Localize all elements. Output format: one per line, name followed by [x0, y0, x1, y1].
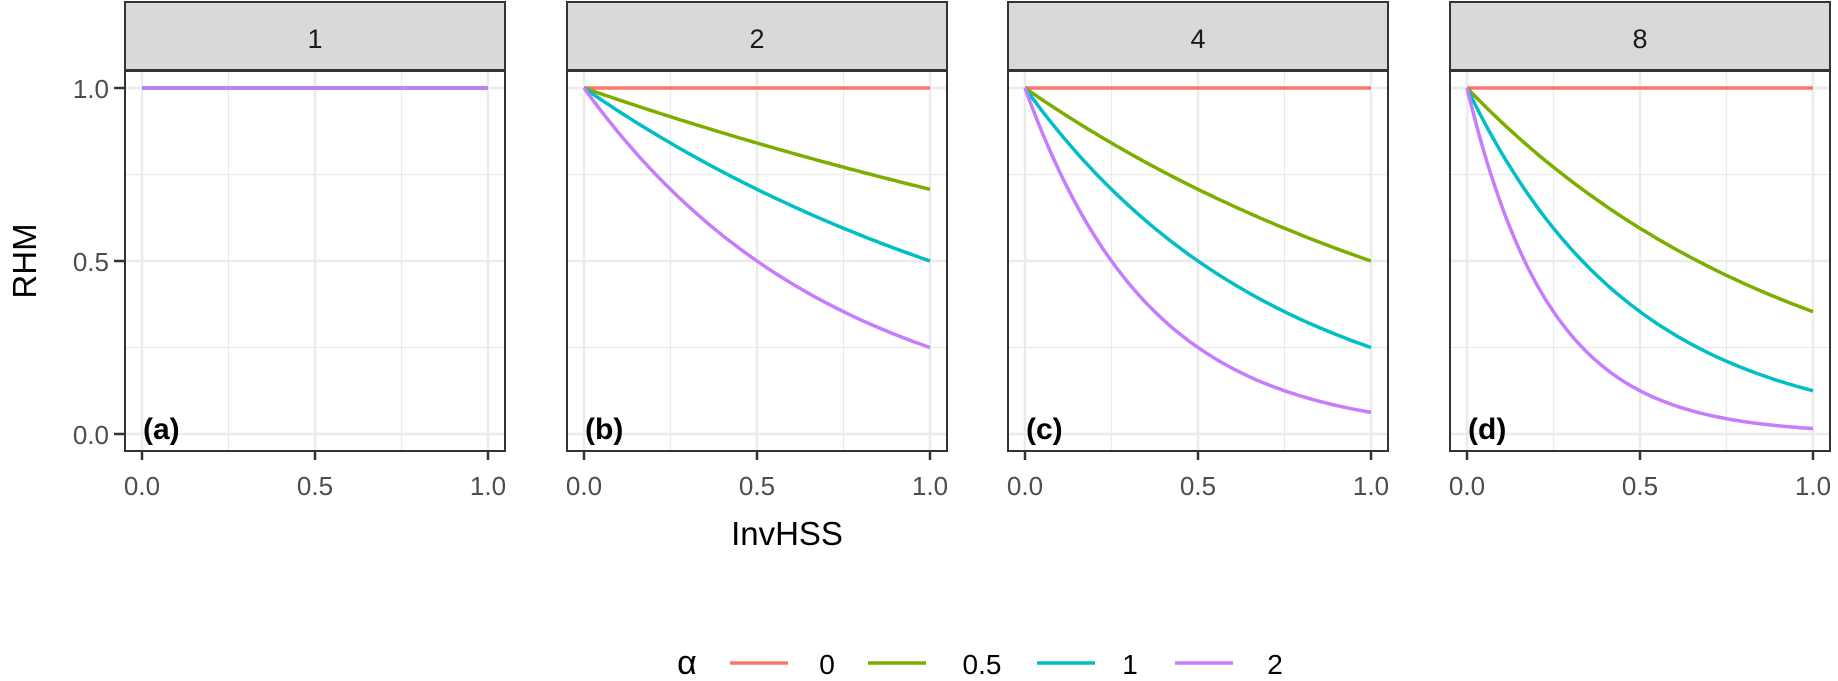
- strip-background: [1007, 1, 1389, 71]
- x-tick-label: 1.0: [912, 471, 948, 501]
- panel-8: 8 (d) 0.0 0.5 1.0: [1449, 1, 1831, 501]
- strip-background: [566, 1, 948, 71]
- legend-label: 0: [819, 649, 835, 676]
- series-line-alpha-1: [1023, 86, 1372, 350]
- strip-label: 2: [749, 24, 764, 54]
- y-axis-title: RHM: [6, 223, 43, 298]
- series-line-alpha-2: [1465, 87, 1814, 431]
- legend-title: α: [677, 644, 697, 676]
- strip-label: 4: [1190, 24, 1205, 54]
- y-tick-label: 0.5: [73, 247, 109, 277]
- y-tick-label: 0.0: [73, 420, 109, 450]
- series-line-alpha-1: [582, 86, 931, 263]
- strip-label: 1: [307, 24, 322, 54]
- x-tick-label: 0.0: [566, 471, 602, 501]
- x-tick-label: 1.0: [1353, 471, 1389, 501]
- series-line-alpha-0.5: [583, 86, 931, 192]
- series-line-alpha-2: [1023, 87, 1372, 415]
- y-tick-label: 1.0: [73, 74, 109, 104]
- panel-tag: (d): [1468, 413, 1506, 446]
- x-tick-label: 0.5: [297, 471, 333, 501]
- x-tick-label: 1.0: [470, 471, 506, 501]
- x-axis-title: InvHSS: [731, 515, 843, 552]
- panel-2: 2 (b) 0.0 0.5 1.0: [566, 1, 948, 501]
- legend-label: 2: [1267, 649, 1283, 676]
- strip-label: 8: [1632, 24, 1647, 54]
- legend-label: 1: [1122, 649, 1138, 676]
- panel-1: 1 (a) 0.0 0.5 1.0 0.0 0.5 1.0: [73, 1, 506, 501]
- panel-4: 4 (c) 0.0 0.5 1.0: [1007, 1, 1389, 501]
- panel-tag: (a): [143, 413, 180, 446]
- strip-background: [124, 1, 506, 71]
- series-line-alpha-1: [1465, 87, 1814, 393]
- legend-label: 0.5: [963, 649, 1002, 676]
- x-tick-label: 0.0: [124, 471, 160, 501]
- series-line-alpha-0.5: [1465, 86, 1814, 314]
- x-tick-label: 0.5: [1180, 471, 1216, 501]
- panel-tag: (c): [1026, 413, 1063, 446]
- x-tick-label: 0.0: [1007, 471, 1043, 501]
- panel-tag: (b): [585, 413, 623, 446]
- x-tick-label: 0.0: [1449, 471, 1485, 501]
- x-tick-label: 0.5: [739, 471, 775, 501]
- series-line-alpha-2: [582, 86, 931, 350]
- x-tick-label: 1.0: [1795, 471, 1831, 501]
- series-line-alpha-0.5: [1023, 86, 1372, 263]
- legend: α 0 0.5 1 2: [677, 644, 1283, 681]
- x-tick-label: 0.5: [1622, 471, 1658, 501]
